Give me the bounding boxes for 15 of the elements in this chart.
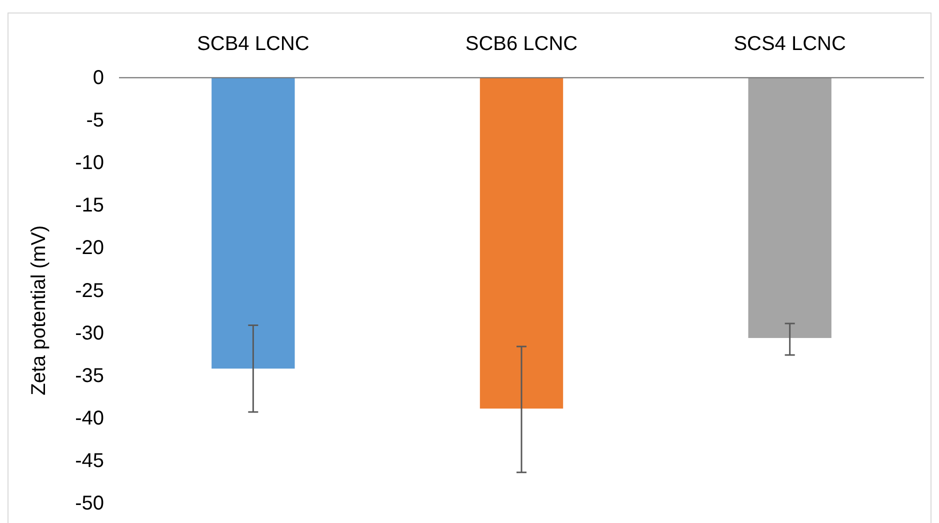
y-tick-label: -20: [75, 237, 104, 260]
y-tick-label: -35: [75, 364, 104, 387]
y-tick-label: -15: [75, 194, 104, 217]
y-tick-label: -45: [75, 450, 104, 472]
x-tick-label: SCB6 LCNC: [465, 33, 578, 55]
y-tick-label: -5: [86, 110, 104, 132]
y-tick-label: -30: [75, 322, 104, 344]
y-tick-label: -25: [75, 280, 104, 302]
y-axis-title: Zeta potential (mV): [28, 225, 50, 396]
y-tick-label: 0: [92, 67, 104, 90]
x-tick-label: SCS4 LCNC: [734, 33, 846, 55]
y-tick-label: -40: [75, 407, 104, 430]
y-tick-label: -10: [75, 152, 104, 174]
x-tick-label: SCB4 LCNC: [197, 33, 310, 55]
y-tick-label: -50: [75, 492, 104, 514]
